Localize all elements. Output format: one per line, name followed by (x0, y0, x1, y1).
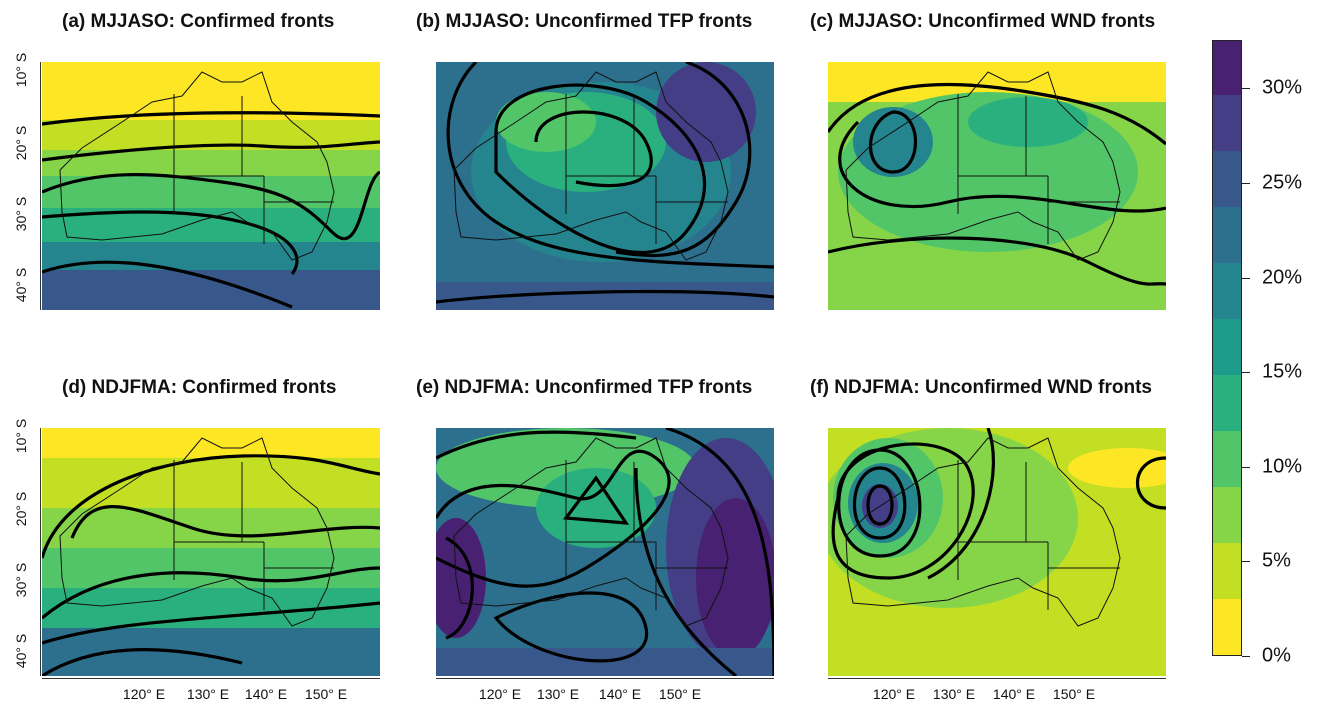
colorbar-label: 5% (1262, 549, 1291, 572)
x-tick-e-150: 150° E (658, 686, 702, 702)
colorbar-segment (1213, 542, 1241, 599)
colorbar-segment (1213, 598, 1241, 655)
colorbar-segment (1213, 318, 1241, 375)
y-tick-top-30: 30° S (13, 196, 30, 232)
panel-title-c: (c) MJJASO: Unconfirmed WND fronts (810, 11, 1156, 32)
colorbar-segment (1213, 486, 1241, 543)
colorbar-segment (1213, 374, 1241, 431)
panel-title-b: (b) MJJASO: Unconfirmed TFP fronts (416, 11, 753, 32)
colorbar-label: 15% (1262, 360, 1303, 383)
x-tick-e-130: 130° E (536, 686, 580, 702)
colorbar-tick (1242, 466, 1250, 468)
x-tick-d-140: 140° E (244, 686, 288, 702)
x-tick-f-120: 120° E (872, 686, 916, 702)
colorbar-segment (1213, 262, 1241, 319)
x-axis-line-3 (828, 678, 1166, 679)
y-axis-line-bottom (40, 428, 41, 676)
colorbar-tick (1242, 561, 1250, 563)
x-tick-e-140: 140° E (598, 686, 642, 702)
colorbar-label: 10% (1262, 455, 1303, 478)
map-panel-c (828, 62, 1166, 310)
colorbar-segment (1213, 41, 1241, 95)
x-tick-e-120: 120° E (478, 686, 522, 702)
y-tick-bottom-30: 30° S (13, 562, 30, 598)
x-tick-f-150: 150° E (1052, 686, 1096, 702)
colorbar-segment (1213, 430, 1241, 487)
y-axis-line-top (40, 62, 41, 310)
map-panel-e (436, 428, 774, 676)
panel-title-d: (d) NDJFMA: Confirmed fronts (62, 377, 337, 398)
x-tick-d-130: 130° E (186, 686, 230, 702)
x-axis-line-1 (42, 678, 380, 679)
map-panel-b (436, 62, 774, 310)
y-tick-bottom-20: 20° S (13, 491, 30, 527)
colorbar-label: 0% (1262, 644, 1291, 667)
y-tick-bottom-10: 10° S (13, 418, 30, 454)
x-axis-line-2 (436, 678, 774, 679)
colorbar-label: 25% (1262, 171, 1303, 194)
colorbar-segment (1213, 94, 1241, 151)
y-tick-bottom-40: 40° S (13, 633, 30, 669)
x-tick-f-140: 140° E (992, 686, 1036, 702)
x-tick-d-150: 150° E (304, 686, 348, 702)
colorbar-segment (1213, 150, 1241, 207)
y-tick-top-20: 20° S (13, 125, 30, 161)
panel-title-e: (e) NDJFMA: Unconfirmed TFP fronts (416, 377, 753, 398)
panel-title-a: (a) MJJASO: Confirmed fronts (62, 11, 335, 32)
y-tick-top-10: 10° S (13, 52, 30, 88)
colorbar-tick (1242, 277, 1250, 279)
colorbar-tick (1242, 656, 1250, 657)
map-panel-f (828, 428, 1166, 676)
colorbar-label: 20% (1262, 266, 1303, 289)
x-tick-f-130: 130° E (932, 686, 976, 702)
colorbar-segment (1213, 206, 1241, 263)
colorbar (1212, 40, 1242, 656)
map-panel-a (42, 62, 380, 310)
x-tick-d-120: 120° E (122, 686, 166, 702)
colorbar-tick (1242, 183, 1250, 184)
colorbar-label: 30% (1262, 76, 1303, 99)
colorbar-tick (1242, 372, 1250, 374)
panel-title-f: (f) NDJFMA: Unconfirmed WND fronts (810, 377, 1152, 398)
map-panel-d (42, 428, 380, 676)
colorbar-tick (1242, 88, 1250, 90)
y-tick-top-40: 40° S (13, 267, 30, 303)
